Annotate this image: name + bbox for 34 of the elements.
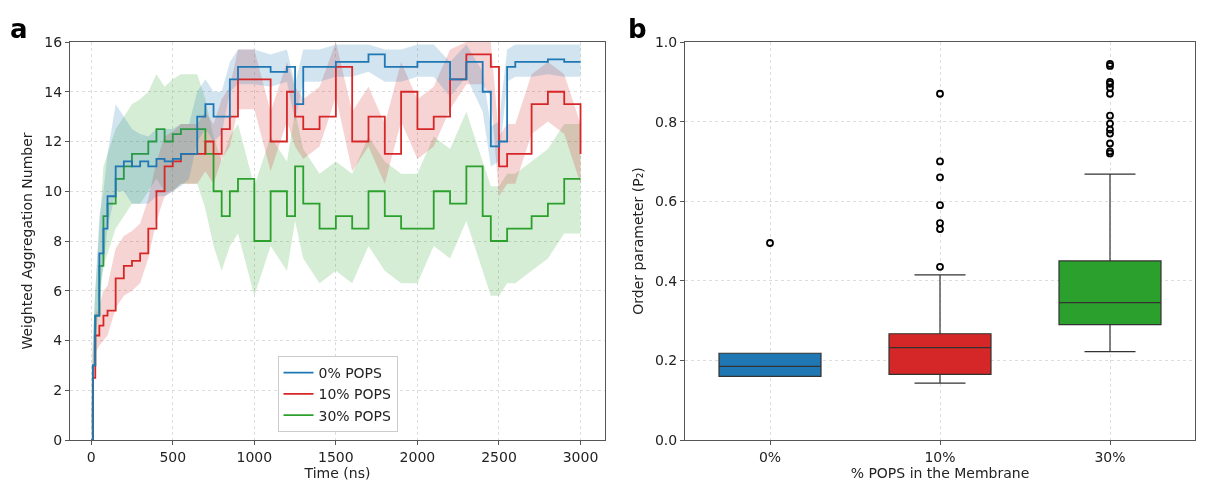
- x-axis-title: Time (ns): [303, 465, 371, 482]
- y-tick-label: 14: [44, 83, 63, 100]
- x-tick-label: 500: [159, 448, 187, 465]
- y-axis-title: Weighted Aggregation Number: [18, 132, 35, 350]
- text: a: [10, 14, 28, 44]
- x-tick-label: 0: [86, 448, 96, 465]
- y-tick-label: 0: [53, 431, 63, 448]
- x-tick-label: 2000: [399, 448, 436, 465]
- y-tick-label: 16: [44, 33, 63, 50]
- legend-label: 30% POPS: [318, 407, 391, 424]
- y-tick-label: 0.0: [654, 431, 678, 448]
- text: b: [628, 14, 647, 44]
- y-tick-label: 12: [44, 133, 63, 150]
- y-tick-label: 1.0: [654, 33, 678, 50]
- y-tick-label: 0.6: [654, 193, 678, 210]
- y-axis-title: Order parameter (P₂): [629, 167, 646, 315]
- legend-label: 0% POPS: [318, 365, 383, 382]
- y-tick-label: 6: [53, 282, 63, 299]
- x-tick-label: 1000: [236, 448, 273, 465]
- y-tick-label: 0.2: [654, 352, 678, 369]
- x-tick-label: 1500: [318, 448, 354, 465]
- y-tick-label: 4: [53, 332, 63, 349]
- x-tick-label: 2500: [481, 448, 517, 465]
- y-tick-label: 8: [53, 232, 63, 249]
- x-tick-label: 0%: [758, 448, 782, 465]
- y-tick-label: 2: [53, 382, 63, 399]
- y-tick-label: 10: [44, 183, 63, 200]
- x-tick-label: 3000: [562, 448, 599, 465]
- x-tick-label: 10%: [924, 448, 956, 465]
- x-tick-label: 30%: [1094, 448, 1126, 465]
- legend-label: 10% POPS: [318, 386, 391, 403]
- y-tick-label: 0.8: [654, 113, 678, 130]
- y-tick-label: 0.4: [654, 272, 678, 289]
- x-axis-title: % POPS in the Membrane: [850, 465, 1030, 482]
